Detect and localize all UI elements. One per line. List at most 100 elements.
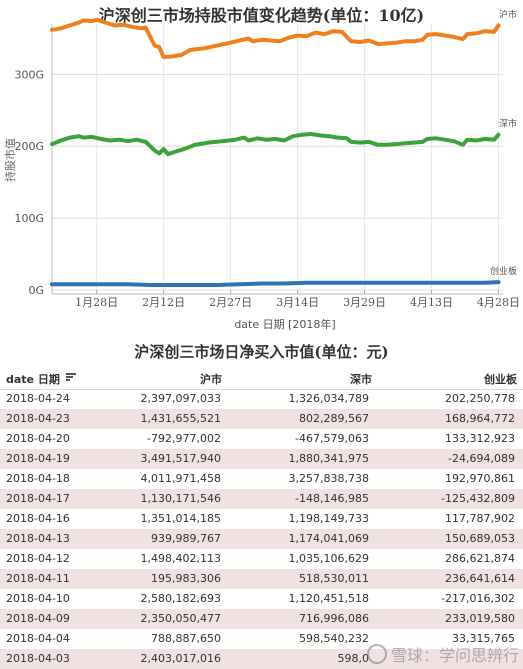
chart-title: 沪深创三市场持股市值变化趋势(单位：10亿) <box>98 6 425 25</box>
cell-sz: 1,035,106,629 <box>288 552 369 565</box>
cell-date: 2018-04-03 <box>6 652 70 665</box>
y-tick-label: 200G <box>14 140 44 153</box>
cell-date: 2018-04-23 <box>6 412 70 425</box>
cell-cy: 150,689,053 <box>445 532 515 545</box>
series-line <box>50 17 501 60</box>
cell-sz: 1,880,341,975 <box>288 452 369 465</box>
cell-sh: 1,498,402,113 <box>140 552 221 565</box>
y-tick-label: 100G <box>14 212 44 225</box>
cell-sh: -792,977,002 <box>147 432 221 445</box>
cell-cy: -217,016,302 <box>441 592 515 605</box>
table-row: 2018-04-19 3,491,517,940 1,880,341,975 -24,… <box>0 449 523 469</box>
cell-sh: 788,887,650 <box>151 632 221 645</box>
cell-date: 2018-04-10 <box>6 592 70 605</box>
cell-sh: 4,011,971,458 <box>140 472 221 485</box>
cell-date: 2018-04-16 <box>6 512 70 525</box>
cell-cy: 236,641,614 <box>445 572 515 585</box>
cell-cy: -24,694,089 <box>448 452 515 465</box>
cell-sz: -148,146,985 <box>295 492 369 505</box>
header-date[interactable]: date 日期 <box>6 373 60 386</box>
x-tick-label: 3月29日 <box>343 296 386 309</box>
cell-date: 2018-04-09 <box>6 612 70 625</box>
series-line <box>50 132 501 157</box>
cell-sz: 802,289,567 <box>299 412 369 425</box>
cell-sh: 1,130,171,546 <box>140 492 221 505</box>
watermark: 雪球：学问思辨行 <box>366 642 519 666</box>
cell-sh: 2,580,182,693 <box>140 592 221 605</box>
cell-cy: 192,970,861 <box>445 472 515 485</box>
table-row: 2018-04-04 788,887,650 598,540,232 33,315,7… <box>0 629 523 649</box>
cell-date: 2018-04-13 <box>6 532 70 545</box>
table-title: 沪深创三市场日净买入市值(单位：元) <box>134 343 389 361</box>
table-row: 2018-04-23 1,431,655,521 802,289,567 168,96… <box>0 409 523 429</box>
cell-sz: 716,996,086 <box>299 612 369 625</box>
cell-cy: 117,787,902 <box>445 512 515 525</box>
cell-sh: 939,989,767 <box>151 532 221 545</box>
line-chart: 0G 100G 200G 300G 1月28日 2月12日 2月27日 3月14日 3月29日 4… <box>3 8 520 331</box>
cell-sz: 3,257,838,738 <box>288 472 369 485</box>
sort-icon[interactable] <box>66 373 76 383</box>
table-row: 2018-04-12 1,498,402,113 1,035,106,629 286,… <box>0 549 523 569</box>
series-layer <box>50 17 501 287</box>
cell-sz: 1,198,149,733 <box>288 512 369 525</box>
cell-sh: 3,491,517,940 <box>140 452 221 465</box>
cell-date: 2018-04-04 <box>6 632 70 645</box>
cell-date: 2018-04-12 <box>6 552 70 565</box>
cell-sh: 195,983,306 <box>151 572 221 585</box>
table-header: date 日期 沪市 深市 创业板 <box>0 367 523 390</box>
snowball-logo-icon <box>366 644 387 664</box>
x-tick-label: 2月27日 <box>209 296 252 309</box>
series-label: 沪市 <box>499 8 517 20</box>
cell-sz: 598,0 <box>337 652 370 665</box>
cell-date: 2018-04-18 <box>6 472 70 485</box>
cell-cy: 33,315,765 <box>452 632 515 645</box>
x-tick-label: 2月12日 <box>142 296 185 309</box>
table-row: 2018-04-13 939,989,767 1,174,041,069 150,68… <box>0 529 523 549</box>
table-body: 2018-04-24 2,397,097,033 1,326,034,789 202,… <box>0 389 523 669</box>
table-row: 2018-04-17 1,130,171,546 -148,146,985 -125,… <box>0 489 523 509</box>
cell-sz: 1,326,034,789 <box>288 392 369 405</box>
x-axis-label: date 日期 [2018年] <box>234 317 335 331</box>
cell-sz: 1,120,451,518 <box>288 592 369 605</box>
y-tick-label: 300G <box>14 68 44 81</box>
cell-sh: 2,403,017,016 <box>140 652 221 665</box>
cell-date: 2018-04-11 <box>6 572 70 585</box>
cell-cy: 202,250,778 <box>445 392 515 405</box>
cell-sh: 2,397,097,033 <box>140 392 221 405</box>
cell-date: 2018-04-20 <box>6 432 70 445</box>
header-sh[interactable]: 沪市 <box>200 373 222 386</box>
table-row: 2018-04-10 2,580,182,693 1,120,451,518 -217… <box>0 589 523 609</box>
table-row: 2018-04-20 -792,977,002 -467,579,063 133,31… <box>0 429 523 449</box>
header-cy[interactable]: 创业板 <box>484 373 517 386</box>
cell-cy: -125,432,809 <box>441 492 515 505</box>
x-tick-label: 1月28日 <box>75 296 118 309</box>
cell-date: 2018-04-19 <box>6 452 70 465</box>
cell-sz: 598,540,232 <box>299 632 369 645</box>
axis-layer: 0G 100G 200G 300G 1月28日 2月12日 2月27日 3月14日 3月29日 4… <box>14 24 520 309</box>
table-row: 2018-04-11 195,983,306 518,530,011 236,641,… <box>0 569 523 589</box>
cell-cy: 286,621,874 <box>445 552 515 565</box>
cell-date: 2018-04-17 <box>6 492 70 505</box>
cell-cy: 133,312,923 <box>445 432 515 445</box>
cell-cy: 168,964,772 <box>445 412 515 425</box>
x-tick-label: 4月28日 <box>477 296 520 309</box>
cell-sz: -467,579,063 <box>295 432 369 445</box>
cell-sh: 1,351,014,185 <box>140 512 221 525</box>
x-tick-label: 3月14日 <box>276 296 319 309</box>
watermark-text: 雪球：学问思辨行 <box>390 646 519 665</box>
table-row: 2018-04-09 2,350,050,477 716,996,086 233,01… <box>0 609 523 629</box>
cell-sh: 1,431,655,521 <box>140 412 221 425</box>
cell-sz: 1,174,041,069 <box>288 532 369 545</box>
cell-cy: 233,019,580 <box>445 612 515 625</box>
cell-sz: 518,530,011 <box>299 572 369 585</box>
series-label: 深市 <box>499 118 517 130</box>
y-axis-label: 持股市值 <box>3 138 17 182</box>
series-line <box>50 280 501 287</box>
x-tick-label: 4月13日 <box>410 296 453 309</box>
table-row: 2018-04-16 1,351,014,185 1,198,149,733 117,… <box>0 509 523 529</box>
cell-date: 2018-04-24 <box>6 392 70 405</box>
cell-sh: 2,350,050,477 <box>140 612 221 625</box>
table-row: 2018-04-03 2,403,017,016 598,0 <box>0 649 523 669</box>
header-sz[interactable]: 深市 <box>350 373 372 386</box>
